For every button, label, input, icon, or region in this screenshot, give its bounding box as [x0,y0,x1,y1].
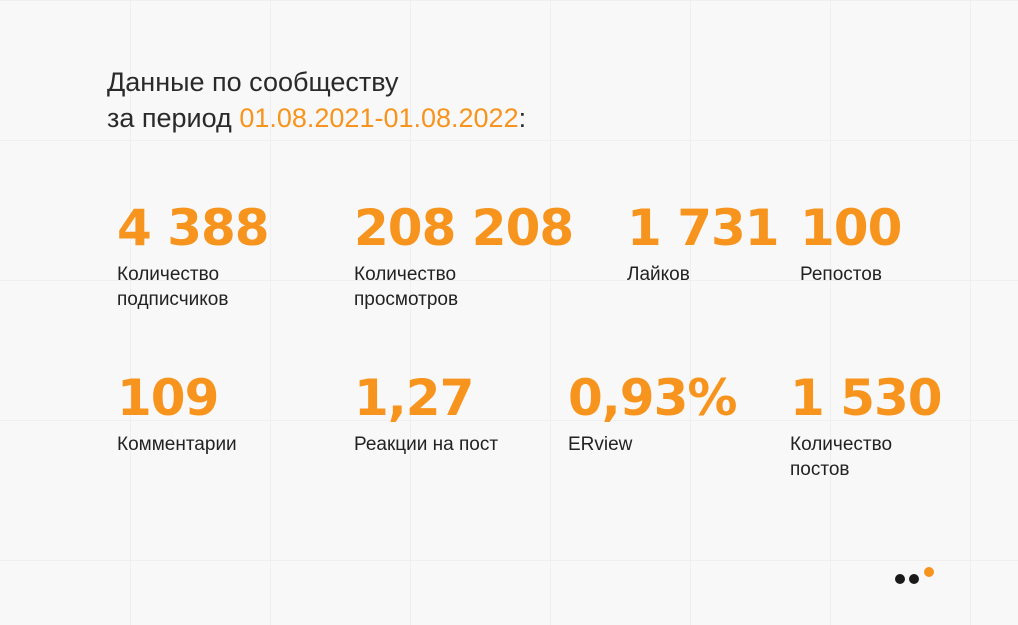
stat-value: 208 208 [354,199,574,257]
stat-value: 0,93% [568,369,737,427]
header: Данные по сообществу за период 01.08.202… [107,64,526,136]
dot [924,567,934,577]
header-text: : [518,103,527,133]
header-line: Данные по сообществу [107,67,399,97]
dot [909,574,919,584]
stat: 1 530 Количество постов [790,369,943,482]
stat-label: Комментарии [117,434,237,455]
stat-label: Реакции на пост [354,434,499,455]
dot [895,574,905,584]
header-text: за период [107,103,232,133]
stat: 100 Репостов [800,200,960,287]
stat: 208 208 Количество просмотров [354,199,574,312]
stat-label: Количество подписчиков [117,264,229,310]
stat: 1 731 Лайков [627,200,787,287]
stat: 1,27 Реакции на пост [354,370,554,457]
stat-label: Репостов [800,264,882,285]
stat-value: 1 731 [627,199,780,257]
stat: 4 388 Количество подписчиков [117,199,270,312]
stat-value: 100 [800,199,902,257]
stat-label: Количество просмотров [354,264,459,310]
stat: 0,93% ERview [568,369,737,457]
stat: 109 Комментарии [117,370,317,457]
stat-label: Количество постов [790,434,893,480]
period: 01.08.2021-01.08.2022 [239,103,519,133]
stat-label: Лайков [627,264,690,285]
stat-value: 1,27 [354,369,474,427]
header-line: за период 01.08.2021-01.08.2022: [107,100,526,136]
stat-label: ERview [568,434,633,455]
stat-value: 1 530 [790,369,943,427]
stat-value: 109 [117,369,219,427]
stat-value: 4 388 [117,199,270,257]
